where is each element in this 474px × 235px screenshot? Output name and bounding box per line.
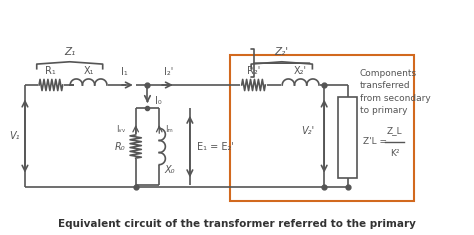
Bar <box>338 97 357 178</box>
Text: Z_L: Z_L <box>387 126 403 135</box>
Text: E₁ = E₂': E₁ = E₂' <box>197 141 234 152</box>
Text: X₀: X₀ <box>165 165 175 175</box>
Text: Iₘ: Iₘ <box>165 125 173 134</box>
Text: Equivalent circuit of the transformer referred to the primary: Equivalent circuit of the transformer re… <box>58 219 416 229</box>
Text: Z₁: Z₁ <box>64 47 75 57</box>
Text: Z₂': Z₂' <box>275 47 289 57</box>
Text: R₁: R₁ <box>46 66 56 76</box>
Bar <box>230 55 414 201</box>
Text: R₀: R₀ <box>115 141 125 152</box>
Text: X₂': X₂' <box>294 66 307 76</box>
Text: I₂': I₂' <box>164 67 173 77</box>
Text: Z'L =: Z'L = <box>363 137 387 146</box>
Text: R₂': R₂' <box>247 66 260 76</box>
Text: X₁: X₁ <box>83 66 94 76</box>
Text: Iᵥᵥ: Iᵥᵥ <box>116 125 125 134</box>
Text: V₂': V₂' <box>301 126 315 137</box>
Text: V₁: V₁ <box>9 131 20 141</box>
Text: Components
transferred
from secondary
to primary: Components transferred from secondary to… <box>359 69 430 115</box>
Text: I₀: I₀ <box>155 96 161 106</box>
Text: I₁: I₁ <box>120 67 128 77</box>
Text: K²: K² <box>390 149 400 158</box>
